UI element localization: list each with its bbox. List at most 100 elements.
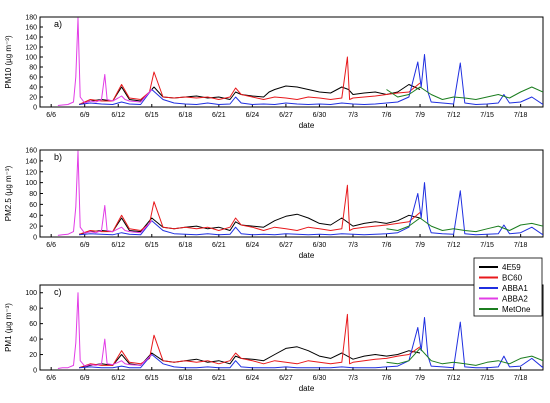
- series-line-metone: [386, 347, 543, 366]
- x-tick-label: 7/15: [480, 112, 494, 119]
- y-axis-label: PM2.5 (µg m⁻³): [4, 165, 13, 221]
- x-tick-label: 6/12: [111, 242, 125, 249]
- x-tick-label: 6/18: [178, 242, 192, 249]
- y-tick-label: 120: [25, 45, 37, 52]
- x-tick-label: 7/12: [447, 242, 461, 249]
- x-tick-label: 6/30: [313, 112, 327, 119]
- plot-frame: [39, 16, 544, 108]
- legend-entry: BC60: [502, 274, 523, 283]
- y-tick-label: 80: [29, 65, 37, 72]
- x-tick-label: 6/9: [80, 375, 90, 382]
- y-tick-label: 80: [29, 191, 37, 198]
- x-tick-label: 6/30: [313, 242, 327, 249]
- x-tick-label: 7/18: [514, 242, 528, 249]
- series-line-abba1: [79, 317, 543, 369]
- y-tick-label: 160: [25, 25, 37, 32]
- y-tick-label: 20: [29, 95, 37, 102]
- legend-entry: MetOne: [502, 305, 531, 314]
- y-tick-label: 60: [29, 321, 37, 328]
- x-tick-label: 7/12: [447, 375, 461, 382]
- series-line-metone: [386, 217, 543, 233]
- y-tick-label: 20: [29, 352, 37, 359]
- x-tick-label: 6/18: [178, 112, 192, 119]
- series-line-abba2: [57, 150, 153, 236]
- y-tick-label: 140: [25, 158, 37, 165]
- series-line-abba1: [79, 54, 543, 105]
- x-axis-label: date: [299, 121, 315, 130]
- panel-label: b): [54, 152, 62, 162]
- y-tick-label: 40: [29, 85, 37, 92]
- series-line-abba2: [57, 292, 153, 369]
- x-tick-label: 6/15: [145, 375, 159, 382]
- x-tick-label: 6/15: [145, 112, 159, 119]
- x-tick-label: 6/15: [145, 242, 159, 249]
- y-tick-label: 120: [25, 169, 37, 176]
- x-tick-label: 6/21: [212, 112, 226, 119]
- x-tick-label: 6/24: [246, 375, 260, 382]
- x-tick-label: 7/6: [382, 112, 392, 119]
- x-tick-label: 6/27: [279, 112, 293, 119]
- y-tick-label: 180: [25, 15, 37, 22]
- x-tick-label: 7/15: [480, 242, 494, 249]
- x-tick-label: 7/6: [382, 242, 392, 249]
- x-tick-label: 6/24: [246, 112, 260, 119]
- x-tick-label: 7/18: [514, 112, 528, 119]
- legend-entry: ABBA2: [502, 295, 528, 304]
- series-line-abba2: [57, 17, 153, 106]
- y-tick-label: 80: [29, 306, 37, 313]
- legend-entry: 4E59: [502, 263, 521, 272]
- series-line-bc60: [78, 56, 421, 105]
- legend-entry: ABBA1: [502, 284, 528, 293]
- x-tick-label: 6/12: [111, 112, 125, 119]
- y-tick-label: 40: [29, 213, 37, 220]
- x-tick-label: 7/6: [382, 375, 392, 382]
- series-line-bc60: [78, 184, 421, 235]
- x-tick-label: 6/24: [246, 242, 260, 249]
- chart-panel-2: 0 20 40 60 80 100 120 140 160 6/6 6/9 6/12 6/15 6/18 6…: [4, 148, 544, 260]
- plot-frame: [39, 284, 544, 371]
- x-tick-label: 7/9: [415, 242, 425, 249]
- x-tick-label: 6/27: [279, 242, 293, 249]
- x-axis-label: date: [299, 251, 315, 260]
- x-tick-label: 7/3: [348, 112, 358, 119]
- x-tick-label: 7/3: [348, 375, 358, 382]
- x-tick-label: 6/30: [313, 375, 327, 382]
- series-line-abba1: [79, 182, 543, 236]
- x-tick-label: 6/9: [80, 242, 90, 249]
- y-tick-label: 60: [29, 75, 37, 82]
- x-tick-label: 7/3: [348, 242, 358, 249]
- y-tick-label: 0: [33, 235, 37, 242]
- y-tick-label: 100: [25, 55, 37, 62]
- x-axis-label: date: [299, 384, 315, 393]
- y-tick-label: 0: [33, 105, 37, 112]
- x-tick-label: 6/27: [279, 375, 293, 382]
- panel-label: a): [54, 19, 62, 29]
- x-tick-label: 6/6: [46, 375, 56, 382]
- y-tick-label: 20: [29, 224, 37, 231]
- y-tick-label: 0: [33, 368, 37, 375]
- x-tick-label: 6/6: [46, 112, 56, 119]
- x-tick-label: 7/12: [447, 112, 461, 119]
- y-tick-label: 100: [25, 180, 37, 187]
- series-line-metone: [386, 86, 543, 100]
- y-tick-label: 100: [25, 290, 37, 297]
- x-tick-label: 6/6: [46, 242, 56, 249]
- y-axis-label: PM1 (µg m⁻³): [4, 303, 13, 352]
- plot-frame: [39, 149, 544, 238]
- series-line-bc60: [78, 313, 421, 369]
- x-tick-label: 7/15: [480, 375, 494, 382]
- x-tick-label: 7/9: [415, 375, 425, 382]
- y-axis-label: PM10 (µg m⁻³): [4, 35, 13, 89]
- x-tick-label: 7/9: [415, 112, 425, 119]
- x-tick-label: 6/21: [212, 242, 226, 249]
- y-tick-label: 40: [29, 337, 37, 344]
- x-tick-label: 6/12: [111, 375, 125, 382]
- chart-panel-3: 0 20 40 60 80 100 6/6 6/9 6/12 6/15 6/18 6/21 6/24 6/…: [4, 257, 544, 393]
- x-tick-label: 6/9: [80, 112, 90, 119]
- y-tick-label: 140: [25, 35, 37, 42]
- panel-label: c): [54, 287, 62, 297]
- x-tick-label: 7/18: [514, 375, 528, 382]
- x-tick-label: 6/21: [212, 375, 226, 382]
